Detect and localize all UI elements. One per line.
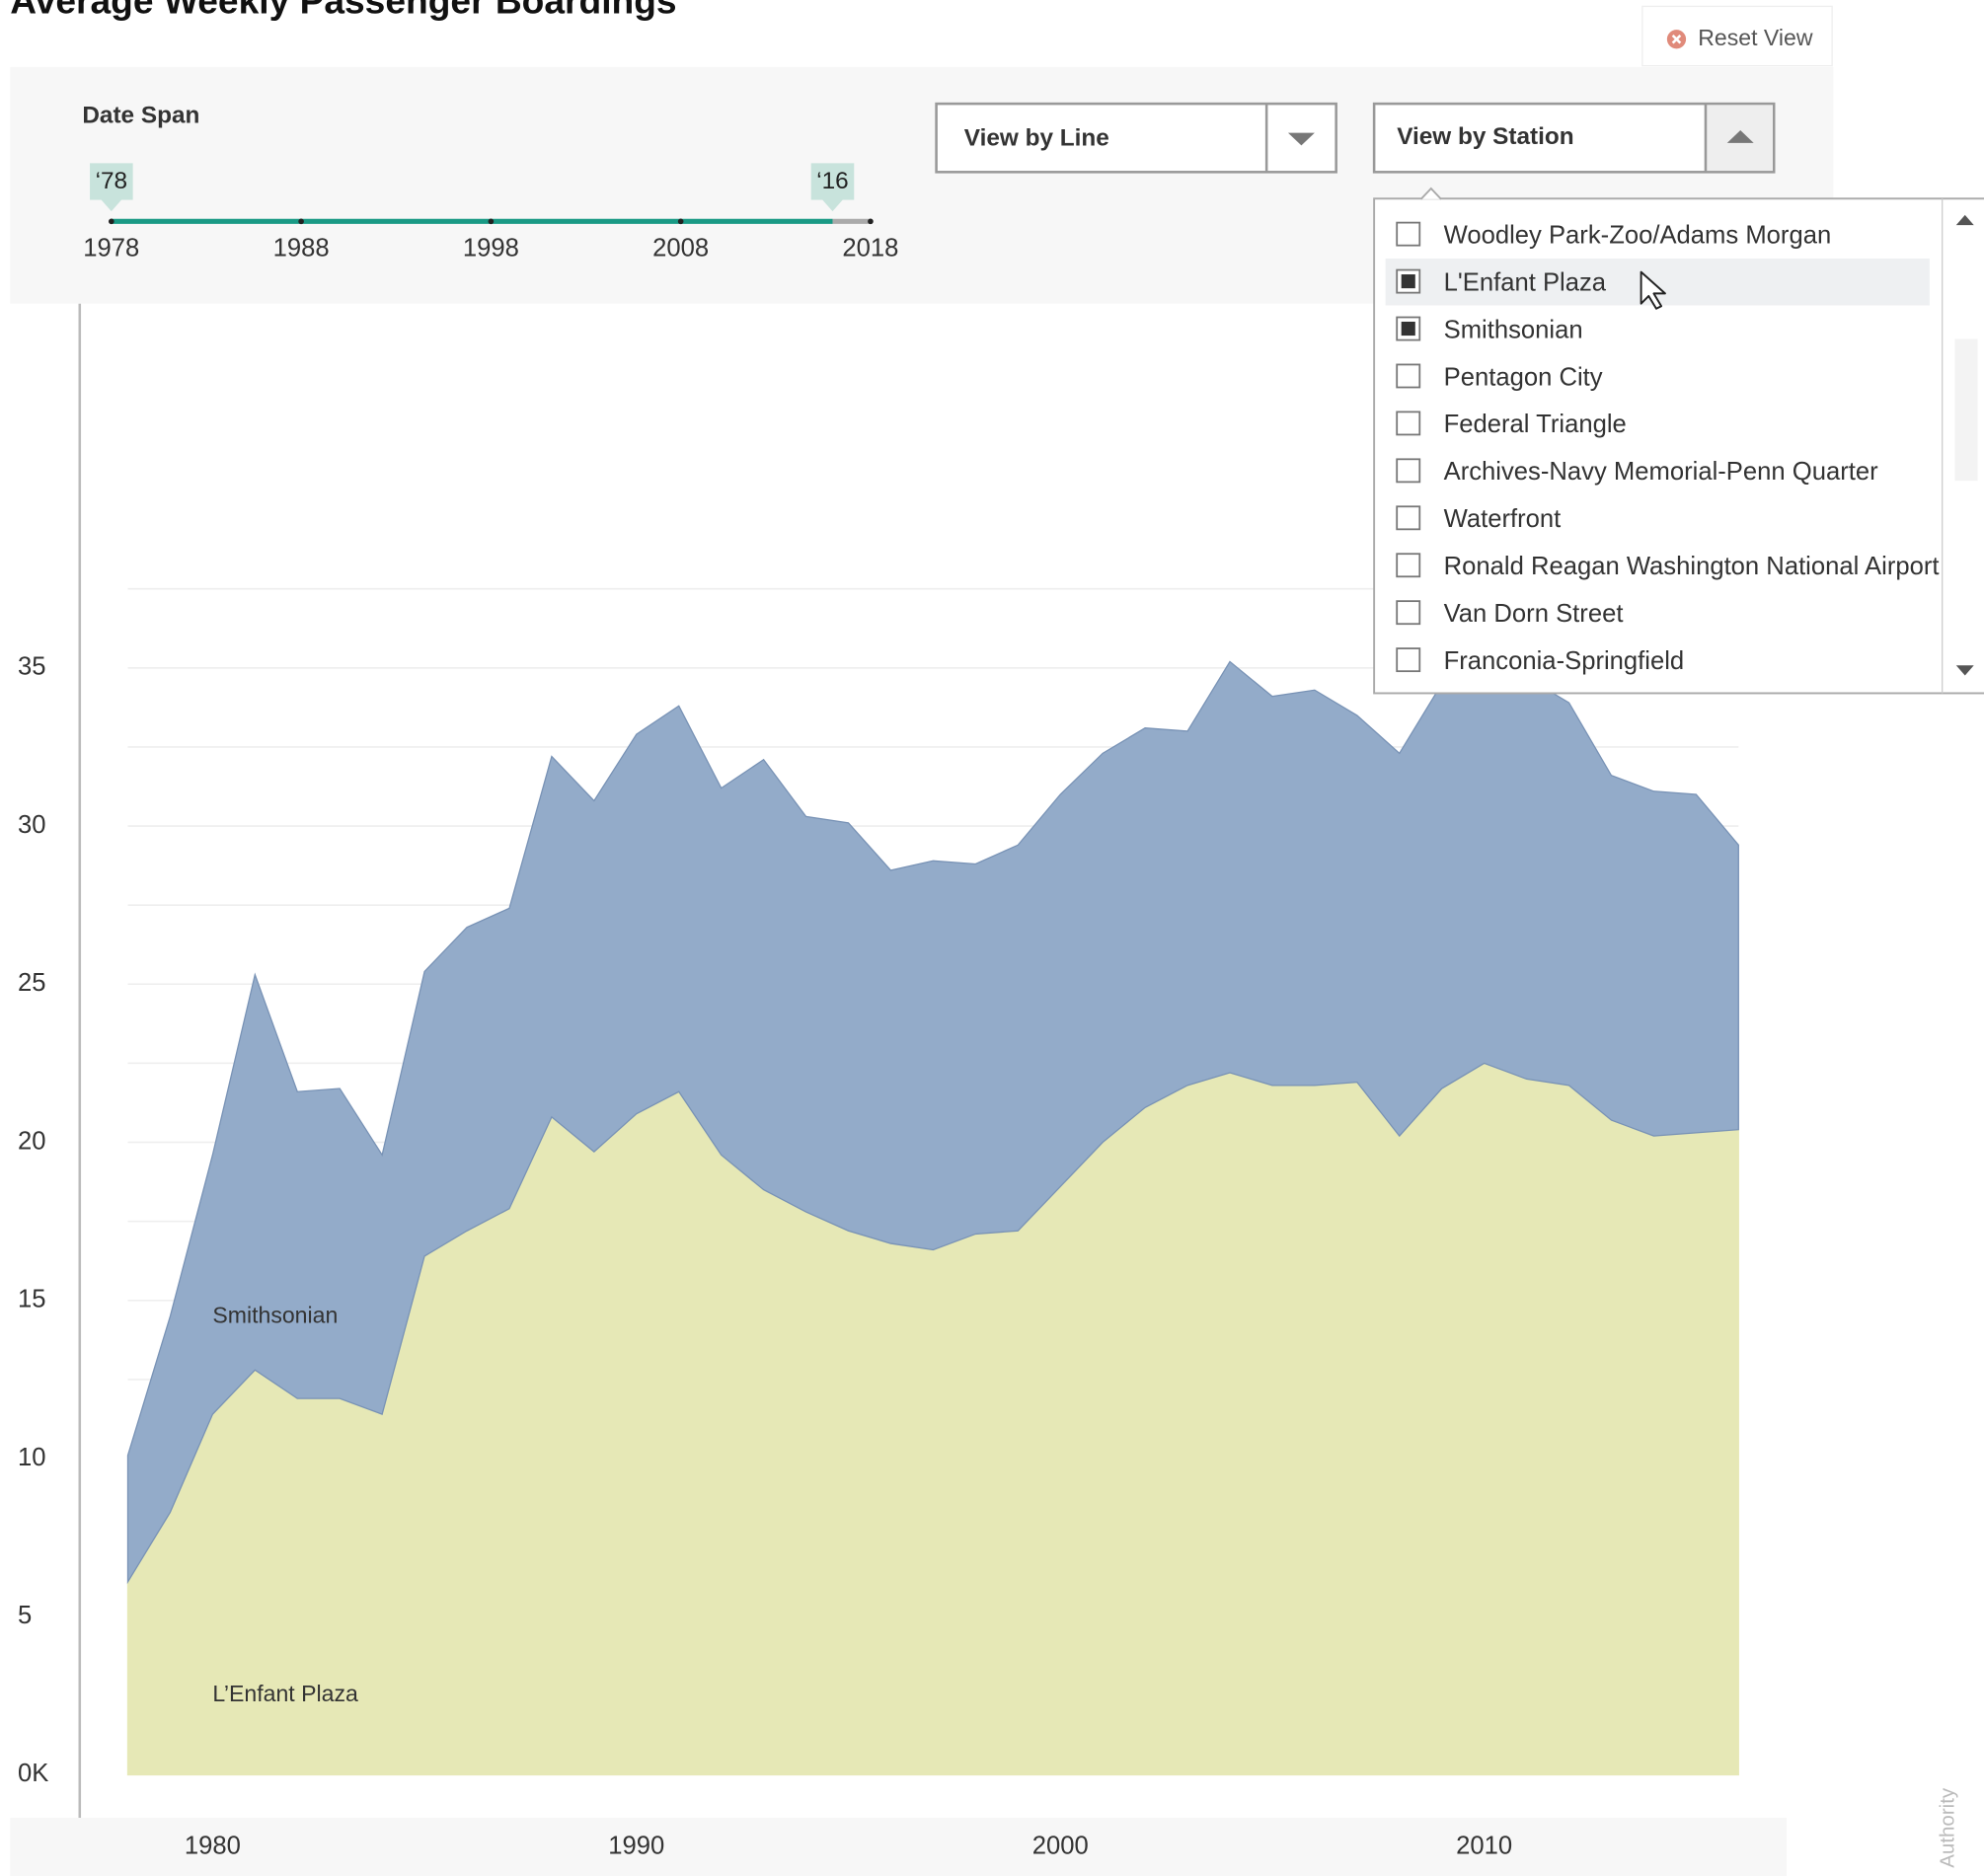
slider-tick-label: 2008 [652,234,709,262]
station-name[interactable]: Federal Triangle [1444,411,1627,438]
scroll-down[interactable] [1955,665,1974,676]
station-select-label: View by Station [1397,123,1573,150]
slider-tick-label: 1978 [83,234,139,262]
area [126,651,1739,1585]
slider-tick [488,218,495,225]
x-tick-label: 1990 [608,1832,664,1859]
y-tick-label: 30 [18,811,46,839]
checkbox-mark [1401,274,1415,289]
slider-tick-label: 1998 [463,234,519,262]
y-tick-label: 35 [18,653,46,681]
y-tick-label: 0K [18,1760,48,1787]
y-tick-label: 5 [18,1602,32,1629]
slider-tick-label: 1988 [273,234,330,262]
x-tick-label: 2000 [1032,1832,1089,1859]
slider-handle[interactable] [90,163,133,200]
source-note: Authority [1937,1787,1959,1868]
station-name[interactable]: Franconia-Springfield [1444,647,1685,675]
scroll-up[interactable] [1955,214,1974,226]
cursor [1640,270,1666,310]
reset-label: Reset View [1698,25,1813,50]
list-pointer [1419,187,1442,200]
x-axis-band [10,1818,1788,1876]
checkbox-mark [1401,321,1415,337]
checkbox[interactable] [1396,411,1421,436]
station-name[interactable]: Archives-Navy Memorial-Penn Quarter [1444,458,1878,486]
scroll-thumb[interactable] [1954,338,1978,482]
station-name[interactable]: Ronald Reagan Washington National Airpor… [1444,553,1940,580]
checkbox[interactable] [1396,221,1421,247]
handle-pointer [101,199,122,212]
slider-tick [677,218,684,225]
slider-tick-label: 2018 [842,234,898,262]
x-tick-label: 2010 [1456,1832,1512,1859]
y-tick-label: 10 [18,1444,46,1471]
checkbox[interactable] [1396,458,1421,484]
checkbox[interactable] [1396,363,1421,389]
line-select[interactable] [935,102,1337,174]
dropdown-arrow [1726,130,1754,143]
y-tick-label: 20 [18,1127,46,1155]
handle-pointer [822,199,843,212]
series-label: Smithsonian [212,1303,338,1328]
hover-row [1385,259,1930,306]
slider-tick [868,218,874,225]
station-items: Woodley Park-Zoo/Adams Morgan L'Enfant Pl… [1385,221,1940,675]
station-name[interactable]: Woodley Park-Zoo/Adams Morgan [1444,221,1832,249]
slider-handle-label: ‘78 [96,168,128,194]
slider-tick [298,218,304,225]
y-tick-label: 15 [18,1286,46,1313]
station-name[interactable]: L'Enfant Plaza [1444,268,1607,296]
station-name[interactable]: Pentagon City [1444,363,1603,391]
checkbox[interactable] [1396,505,1421,531]
chart: 0K 5 10 15 20 25 30 35 Smithsonian L’Enfant Plaza… [10,303,1959,1876]
series-label: L’Enfant Plaza [212,1681,358,1706]
slider-tick [109,218,114,225]
checkbox[interactable] [1396,647,1421,673]
dropdown-arrow [1287,132,1315,146]
date-span-label: Date Span [82,102,199,128]
x-tick-label: 1980 [185,1832,241,1859]
date-slider[interactable]: 1978 1988 1998 2008 2018 ‘78 ‘16 [83,163,898,262]
y-tick-label: 25 [18,969,46,997]
station-name[interactable]: Smithsonian [1444,316,1583,343]
checkbox[interactable] [1396,553,1421,578]
reset-icon-x [1671,34,1682,44]
station-name[interactable]: Waterfront [1444,505,1562,533]
slider-handle[interactable] [810,163,855,200]
station-name[interactable]: Van Dorn Street [1444,600,1624,628]
checkbox[interactable] [1396,600,1421,626]
slider-handle-label: ‘16 [816,168,849,194]
page-title: Average Weekly Passenger Boardings [10,0,676,22]
line-select-label: View by Line [964,124,1109,151]
